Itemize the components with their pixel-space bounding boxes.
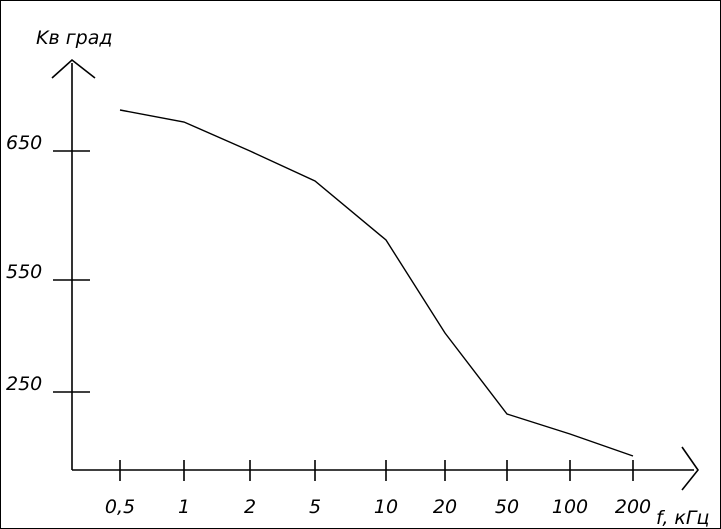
y-axis-arrow: [51, 58, 96, 79]
x-tick-label: 10: [374, 496, 398, 518]
y-tick-label: 550: [6, 261, 42, 283]
x-axis-arrow: [681, 446, 699, 491]
x-tick-label: 5: [309, 496, 321, 518]
x-tick-label: 0,5: [105, 496, 135, 518]
x-tick-label: 200: [615, 496, 651, 518]
x-axis-label: f, кГц: [656, 507, 709, 529]
series-line: [119, 109, 634, 457]
x-tick-label: 20: [433, 496, 457, 518]
x-tick-label: 50: [495, 496, 519, 518]
x-tick-label: 100: [552, 496, 588, 518]
y-axis-label: Kв град: [36, 27, 113, 49]
x-tick-label: 2: [244, 496, 256, 518]
x-tick-label: 1: [178, 496, 190, 518]
y-tick-label: 250: [6, 373, 42, 395]
y-tick-label: 650: [6, 132, 42, 154]
